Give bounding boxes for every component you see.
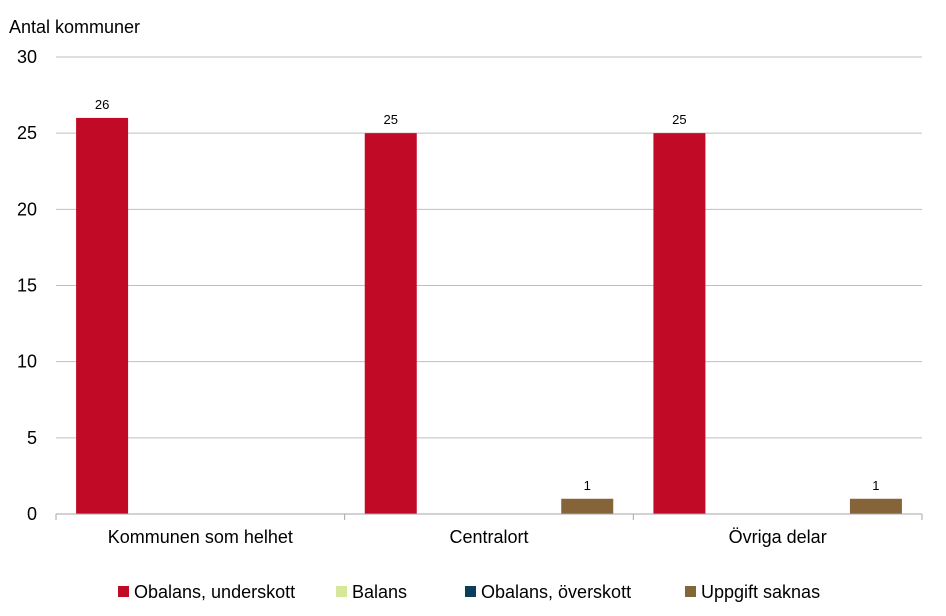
y-tick-label: 30: [17, 47, 37, 67]
y-tick-label: 25: [17, 123, 37, 143]
x-tick-label: Kommunen som helhet: [108, 527, 293, 547]
legend-label: Obalans, överskott: [481, 582, 631, 602]
data-label: 26: [95, 97, 109, 112]
legend-label: Uppgift saknas: [701, 582, 820, 602]
bar: [653, 133, 706, 514]
y-tick-label: 5: [27, 428, 37, 448]
data-labels: 26 25 1 25 1: [95, 97, 880, 493]
data-label: 25: [384, 112, 398, 127]
bar: [849, 498, 902, 514]
x-tick-label: Centralort: [449, 527, 528, 547]
data-label: 1: [584, 478, 591, 493]
bar: [561, 498, 614, 514]
bar: [76, 117, 129, 514]
y-axis-title: Antal kommuner: [9, 17, 140, 37]
legend: Obalans, underskott Balans Obalans, översk…: [118, 582, 820, 602]
gridlines: [56, 56, 922, 439]
y-axis-ticks: 0 5 10 15 20 25 30: [17, 47, 37, 524]
y-tick-label: 15: [17, 276, 37, 296]
legend-label: Balans: [352, 582, 407, 602]
legend-swatch: [336, 586, 347, 597]
legend-label: Obalans, underskott: [134, 582, 295, 602]
legend-swatch: [465, 586, 476, 597]
y-tick-label: 20: [17, 199, 37, 219]
x-tick-label: Övriga delar: [729, 527, 827, 547]
y-tick-label: 0: [27, 504, 37, 524]
data-label: 25: [672, 112, 686, 127]
x-axis-categories: Kommunen som helhet Centralort Övriga dela…: [108, 527, 827, 547]
y-tick-label: 10: [17, 352, 37, 372]
legend-swatch: [118, 586, 129, 597]
x-axis: [55, 513, 923, 520]
bars: [76, 117, 902, 514]
legend-swatch: [685, 586, 696, 597]
data-label: 1: [872, 478, 879, 493]
bar: [364, 133, 417, 514]
